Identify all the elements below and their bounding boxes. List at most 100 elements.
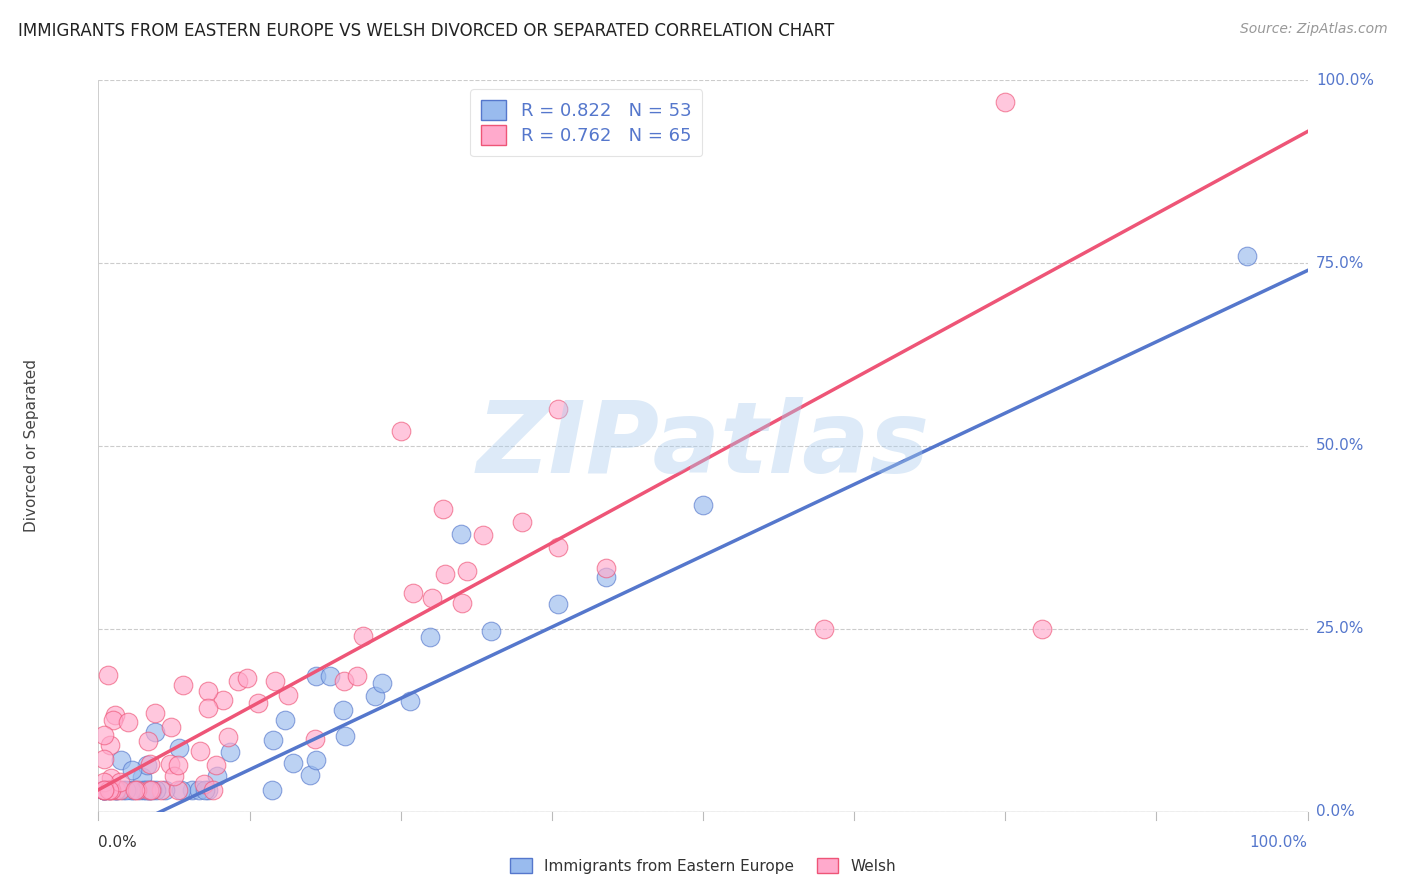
Point bbox=[994, 95, 1017, 110]
Point bbox=[93, 728, 115, 742]
Point bbox=[108, 782, 131, 797]
Point bbox=[129, 782, 152, 797]
Point bbox=[141, 782, 163, 797]
Point bbox=[134, 782, 156, 797]
Point bbox=[1031, 622, 1053, 636]
Point bbox=[114, 782, 136, 797]
Point bbox=[262, 733, 284, 747]
Point bbox=[333, 674, 356, 689]
Point bbox=[138, 782, 160, 797]
Point bbox=[166, 782, 188, 797]
Point bbox=[121, 763, 143, 777]
Point bbox=[117, 714, 139, 729]
Point bbox=[93, 752, 115, 766]
Point bbox=[274, 713, 297, 727]
Point bbox=[262, 782, 284, 797]
Point bbox=[141, 782, 163, 797]
Point bbox=[420, 591, 443, 605]
Point bbox=[456, 564, 478, 578]
Point bbox=[97, 782, 120, 797]
Point bbox=[139, 756, 162, 771]
Text: 100.0%: 100.0% bbox=[1316, 73, 1374, 87]
Point bbox=[305, 753, 328, 767]
Point bbox=[304, 731, 326, 746]
Point bbox=[167, 741, 190, 756]
Point bbox=[595, 561, 617, 575]
Point bbox=[149, 782, 172, 797]
Point bbox=[236, 672, 259, 686]
Point bbox=[100, 771, 122, 785]
Point bbox=[202, 782, 225, 797]
Point bbox=[121, 782, 143, 797]
Point bbox=[112, 782, 135, 797]
Point bbox=[136, 758, 159, 772]
Text: 25.0%: 25.0% bbox=[1316, 622, 1364, 636]
Point bbox=[333, 729, 356, 743]
Point bbox=[127, 782, 149, 797]
Point bbox=[104, 782, 127, 797]
Point bbox=[107, 782, 129, 797]
Point bbox=[510, 515, 533, 529]
Point bbox=[159, 756, 181, 771]
Point bbox=[180, 782, 202, 797]
Legend: R = 0.822   N = 53, R = 0.762   N = 65: R = 0.822 N = 53, R = 0.762 N = 65 bbox=[470, 89, 702, 156]
Text: 100.0%: 100.0% bbox=[1250, 836, 1308, 850]
Text: Source: ZipAtlas.com: Source: ZipAtlas.com bbox=[1240, 22, 1388, 37]
Point bbox=[547, 402, 569, 417]
Point bbox=[813, 622, 835, 636]
Point bbox=[194, 782, 217, 797]
Point bbox=[153, 782, 176, 797]
Point bbox=[450, 526, 472, 541]
Point bbox=[281, 756, 304, 770]
Point bbox=[138, 782, 160, 797]
Point bbox=[188, 782, 211, 797]
Point bbox=[246, 696, 269, 710]
Point bbox=[432, 502, 454, 516]
Text: 0.0%: 0.0% bbox=[98, 836, 138, 850]
Point bbox=[197, 782, 219, 797]
Point bbox=[472, 527, 495, 541]
Point bbox=[131, 770, 153, 784]
Point bbox=[160, 720, 183, 734]
Point bbox=[93, 782, 115, 797]
Point bbox=[319, 669, 342, 683]
Point bbox=[110, 774, 132, 789]
Point bbox=[138, 782, 160, 797]
Point bbox=[188, 743, 211, 757]
Point bbox=[419, 630, 441, 644]
Point bbox=[93, 782, 115, 797]
Point bbox=[692, 498, 714, 512]
Point bbox=[143, 706, 166, 721]
Text: 0.0%: 0.0% bbox=[1316, 805, 1354, 819]
Point bbox=[595, 569, 617, 583]
Point bbox=[219, 745, 242, 759]
Point bbox=[264, 673, 287, 688]
Point bbox=[226, 673, 249, 688]
Point bbox=[193, 777, 215, 791]
Point bbox=[93, 775, 115, 789]
Point bbox=[101, 713, 124, 727]
Point bbox=[211, 692, 233, 706]
Point bbox=[402, 585, 425, 599]
Text: 75.0%: 75.0% bbox=[1316, 256, 1364, 270]
Point bbox=[197, 700, 219, 714]
Point bbox=[134, 782, 156, 797]
Point bbox=[364, 690, 387, 704]
Point bbox=[547, 597, 569, 611]
Point bbox=[136, 733, 159, 747]
Point bbox=[197, 683, 219, 698]
Point bbox=[145, 782, 167, 797]
Point bbox=[352, 629, 374, 643]
Point bbox=[277, 688, 299, 702]
Point bbox=[434, 566, 457, 581]
Point bbox=[371, 676, 394, 690]
Point bbox=[104, 708, 127, 723]
Point bbox=[93, 782, 115, 797]
Point bbox=[98, 782, 121, 797]
Text: IMMIGRANTS FROM EASTERN EUROPE VS WELSH DIVORCED OR SEPARATED CORRELATION CHART: IMMIGRANTS FROM EASTERN EUROPE VS WELSH … bbox=[18, 22, 835, 40]
Point bbox=[163, 769, 186, 783]
Point bbox=[100, 782, 122, 797]
Text: Divorced or Separated: Divorced or Separated bbox=[24, 359, 39, 533]
Point bbox=[100, 738, 122, 752]
Point bbox=[170, 782, 193, 797]
